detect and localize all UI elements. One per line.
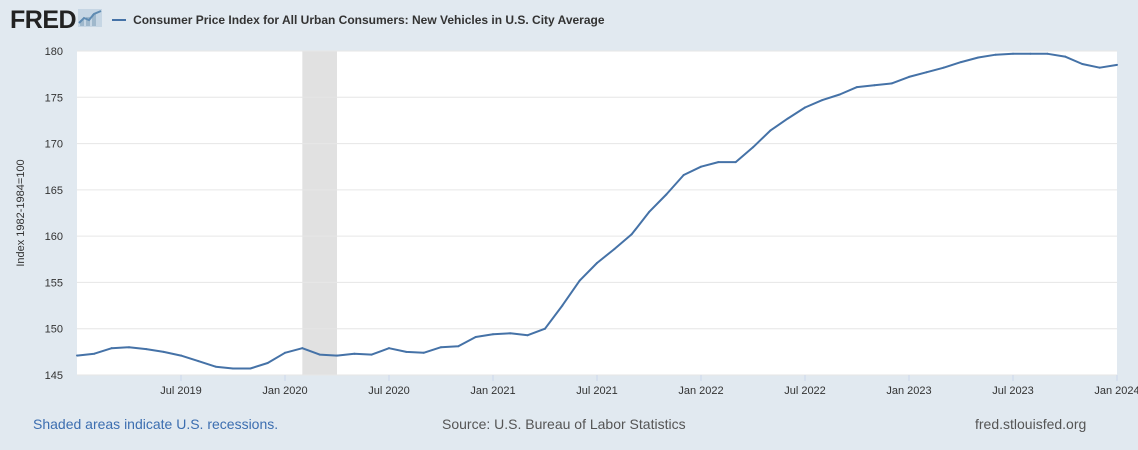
y-tick-label: 175	[45, 92, 63, 104]
data-point	[93, 352, 96, 355]
legend-series-name: Consumer Price Index for All Urban Consu…	[133, 13, 605, 27]
data-point	[318, 353, 321, 356]
x-tick-label: Jan 2021	[470, 385, 515, 397]
data-point	[336, 354, 338, 357]
data-point	[561, 304, 564, 307]
data-point	[1046, 52, 1049, 55]
data-point	[180, 354, 182, 357]
legend-swatch	[112, 19, 127, 21]
data-point	[474, 336, 477, 339]
x-tick-label: Jul 2023	[992, 385, 1034, 397]
fred-logo-text: FRED	[10, 5, 77, 34]
data-point	[1012, 52, 1014, 55]
data-point	[509, 332, 512, 335]
data-point	[1029, 52, 1032, 55]
data-point	[353, 352, 356, 355]
data-point	[405, 350, 408, 353]
data-point	[630, 233, 633, 236]
chart-legend[interactable]: Consumer Price Index for All Urban Consu…	[112, 13, 605, 27]
data-point	[544, 327, 546, 330]
x-tick-label: Jul 2019	[160, 385, 202, 397]
data-point	[700, 165, 702, 168]
x-tick-label: Jul 2020	[368, 385, 410, 397]
data-point	[492, 333, 494, 336]
data-point	[197, 360, 200, 363]
recession-note-link[interactable]: Shaded areas indicate U.S. recessions.	[33, 416, 279, 432]
data-point	[266, 361, 269, 364]
source-note: Source: U.S. Bureau of Labor Statistics	[442, 416, 686, 432]
data-point	[284, 351, 286, 354]
data-point	[249, 367, 252, 370]
data-point	[128, 346, 130, 349]
data-point	[890, 82, 893, 85]
data-point	[665, 193, 668, 196]
data-point	[769, 129, 772, 132]
data-point	[838, 93, 841, 96]
y-tick-label: 165	[45, 185, 63, 197]
x-tick-label: Jan 2023	[886, 385, 931, 397]
y-tick-label: 170	[45, 139, 63, 151]
data-point	[162, 350, 165, 353]
y-tick-label: 145	[45, 370, 63, 382]
data-point	[734, 161, 737, 164]
y-axis-title: Index 1982-1984=100	[15, 159, 27, 266]
data-point	[422, 351, 425, 354]
data-point	[942, 66, 945, 69]
x-tick-label: Jul 2021	[576, 385, 618, 397]
data-point	[214, 365, 217, 368]
data-point	[596, 261, 598, 264]
data-point	[648, 211, 650, 214]
data-point	[994, 53, 997, 56]
plot-area	[77, 51, 1117, 375]
data-point	[232, 367, 234, 370]
data-point	[370, 353, 373, 356]
data-point	[1098, 66, 1101, 69]
x-tick-label: Jan 2022	[678, 385, 723, 397]
data-point	[388, 347, 390, 350]
data-point	[804, 106, 806, 109]
data-point	[908, 75, 910, 78]
data-point	[1064, 55, 1066, 58]
data-point	[925, 71, 928, 74]
data-point	[821, 99, 824, 102]
data-point	[717, 161, 720, 164]
x-tick-label: Jan 2020	[262, 385, 307, 397]
data-point	[960, 61, 962, 64]
y-tick-label: 155	[45, 277, 63, 289]
data-point	[613, 248, 616, 251]
data-point	[457, 345, 460, 348]
data-point	[76, 354, 78, 357]
fred-logo[interactable]: FRED	[10, 5, 103, 35]
data-point	[578, 279, 581, 282]
data-point	[1081, 62, 1084, 65]
data-point	[1116, 63, 1118, 66]
data-point	[786, 117, 789, 120]
x-tick-label: Jul 2022	[784, 385, 826, 397]
y-tick-label: 180	[45, 46, 63, 58]
data-point	[110, 347, 113, 350]
x-tick-label: Jan 2024	[1094, 385, 1138, 397]
data-point	[526, 334, 529, 337]
data-point	[301, 347, 304, 350]
data-point	[977, 56, 980, 59]
recession-shade	[302, 51, 337, 375]
data-point	[682, 174, 685, 177]
data-point	[856, 86, 858, 89]
y-tick-label: 160	[45, 231, 63, 243]
chart-header: FRED Consumer Price Index for All Urban …	[10, 6, 605, 34]
line-graph-icon	[78, 8, 103, 32]
data-point	[873, 84, 876, 87]
data-point	[440, 346, 442, 349]
data-point	[752, 146, 754, 149]
y-tick-label: 150	[45, 324, 63, 336]
data-point	[145, 348, 148, 351]
site-link[interactable]: fred.stlouisfed.org	[975, 416, 1087, 432]
